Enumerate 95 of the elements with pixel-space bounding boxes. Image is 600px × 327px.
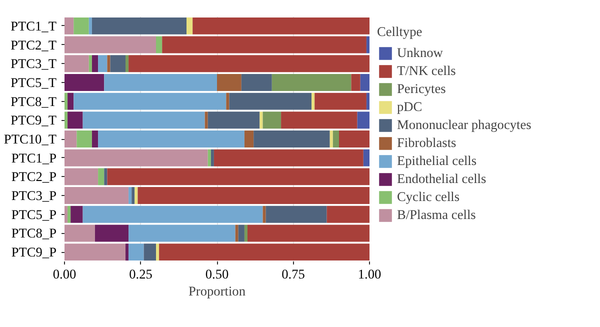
bar — [82, 206, 263, 223]
bar — [88, 17, 92, 34]
x-axis-title: Proportion — [188, 284, 246, 298]
x-tick-label: 0.75 — [282, 266, 306, 282]
bar — [272, 74, 352, 91]
bar — [330, 130, 333, 148]
bar — [128, 187, 132, 204]
bar — [88, 55, 92, 72]
bar — [104, 168, 108, 186]
bar — [260, 112, 263, 129]
bar — [262, 206, 266, 223]
y-tick-label: PTC2_P — [11, 169, 57, 184]
bar — [159, 244, 370, 261]
legend-label: Cyclic cells — [397, 189, 460, 205]
bar — [110, 55, 126, 72]
bar — [156, 244, 160, 261]
bar — [254, 130, 330, 148]
bar — [262, 112, 282, 129]
bar — [64, 17, 74, 34]
y-tick-label: PTC1_T — [10, 18, 57, 34]
bar — [64, 74, 104, 91]
bar — [92, 130, 98, 148]
y-tick-label: PTC9_T — [10, 112, 57, 128]
legend-title: Celltype — [377, 24, 424, 40]
x-tick-label: 0.50 — [205, 266, 229, 282]
bar — [241, 74, 272, 91]
bar — [68, 206, 71, 223]
bar — [339, 130, 370, 148]
bar — [226, 92, 230, 110]
y-tick-label: PTC5_P — [11, 206, 57, 222]
bar — [210, 149, 214, 166]
legend-label: Pericytes — [397, 81, 446, 97]
x-tick-label: 0.25 — [129, 266, 153, 282]
legend-label: B/Plasma cells — [397, 207, 476, 223]
bar — [244, 130, 254, 148]
x-tick-label: 0.00 — [52, 266, 76, 282]
y-tick-label: PTC1_P — [11, 150, 57, 166]
bar — [126, 55, 129, 72]
bar — [363, 149, 370, 166]
y-tick-label: PTC5_T — [10, 74, 57, 90]
y-tick-label: PTC3_T — [10, 56, 57, 72]
bar — [92, 17, 186, 34]
bar — [132, 187, 135, 204]
bar — [208, 149, 211, 166]
legend-label: Fibroblasts — [397, 135, 456, 151]
bar — [104, 74, 217, 91]
bar — [74, 17, 89, 34]
y-tick-label: PTC8_P — [11, 226, 57, 241]
bar — [138, 187, 370, 204]
legend-label: T/NK cells — [397, 63, 456, 79]
bar — [128, 224, 236, 242]
bar — [70, 206, 83, 223]
bar — [95, 224, 129, 242]
legend-label: Endothelial cells — [397, 171, 486, 187]
bar — [156, 36, 162, 54]
bar — [64, 224, 95, 242]
bar — [134, 187, 138, 204]
bar — [366, 36, 370, 54]
bar — [64, 206, 68, 223]
x-tick-label: 1.00 — [358, 266, 382, 282]
bar — [64, 130, 77, 148]
bar — [98, 130, 244, 148]
legend-label: Epithelial cells — [397, 153, 477, 169]
y-tick-label: PTC9_P — [11, 244, 57, 260]
y-tick-label: PTC3_P — [11, 188, 57, 204]
bar — [186, 17, 193, 34]
bar — [98, 55, 108, 72]
y-tick-label: PTC2_T — [10, 37, 57, 52]
bar — [266, 206, 327, 223]
bar — [326, 206, 370, 223]
legend-label: pDC — [397, 99, 422, 115]
bar — [126, 244, 129, 261]
bar — [332, 130, 339, 148]
bar — [64, 244, 126, 261]
bar — [128, 244, 144, 261]
bar — [98, 168, 104, 186]
bar — [64, 187, 129, 204]
bar — [312, 92, 315, 110]
y-tick-label: PTC10_T — [4, 132, 56, 146]
bar — [192, 17, 370, 34]
y-tick-label: PTC8_T — [10, 94, 57, 109]
bar — [76, 130, 92, 148]
bar — [92, 55, 98, 72]
bar — [248, 224, 370, 242]
bar — [244, 224, 248, 242]
bar — [238, 224, 244, 242]
bar — [107, 55, 110, 72]
bar — [351, 74, 360, 91]
legend-label: Mononuclear phagocytes — [397, 117, 532, 133]
bar — [144, 244, 156, 261]
bar — [217, 74, 242, 91]
bar — [235, 224, 238, 242]
legend-label: Unknow — [397, 45, 443, 61]
bar — [204, 112, 208, 129]
bar — [360, 74, 370, 91]
